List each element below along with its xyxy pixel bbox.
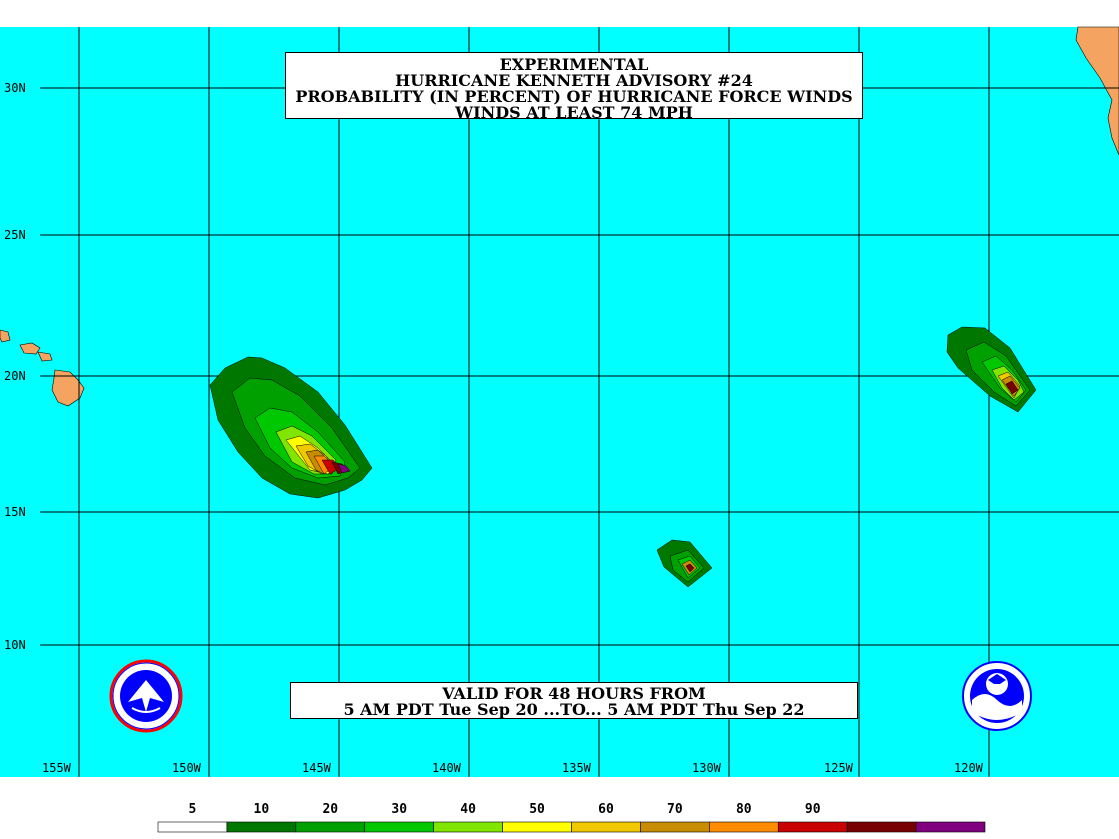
lon-label: 135W bbox=[562, 761, 592, 775]
title-line-1: EXPERIMENTAL bbox=[499, 55, 649, 74]
legend-value: 10 bbox=[253, 802, 270, 817]
valid-line-1: VALID FOR 48 HOURS FROM bbox=[442, 684, 706, 703]
legend-swatch bbox=[433, 821, 503, 833]
legend-value: 80 bbox=[735, 802, 752, 817]
valid-line-2: 5 AM PDT Tue Sep 20 ...TO... 5 AM PDT Th… bbox=[343, 700, 805, 719]
lon-label: 155W bbox=[42, 761, 72, 775]
legend-swatch bbox=[226, 821, 297, 833]
legend-swatch bbox=[571, 821, 641, 833]
legend-value: 30 bbox=[391, 802, 408, 817]
lat-label: 25N bbox=[4, 228, 26, 242]
legend-value: 70 bbox=[667, 802, 683, 817]
lat-label: 30N bbox=[4, 81, 26, 95]
lon-label: 125W bbox=[824, 761, 854, 775]
lon-label: 150W bbox=[172, 761, 202, 775]
title-line-2: HURRICANE KENNETH ADVISORY #24 bbox=[395, 71, 753, 90]
contours-central bbox=[656, 539, 713, 588]
legend-value: 5 bbox=[188, 802, 197, 817]
contours-west bbox=[209, 356, 373, 499]
noaa-logo bbox=[962, 661, 1032, 731]
legend-swatch bbox=[777, 821, 848, 833]
legend-value: 90 bbox=[804, 802, 821, 817]
title-line-3: PROBABILITY (IN PERCENT) OF HURRICANE FO… bbox=[295, 87, 853, 106]
legend-swatch bbox=[846, 821, 917, 833]
legend-colorbar bbox=[157, 821, 986, 833]
lon-label: 130W bbox=[692, 761, 722, 775]
legend-value: 50 bbox=[529, 802, 545, 817]
legend-swatch bbox=[157, 821, 228, 833]
ocean bbox=[0, 27, 1119, 777]
legend-swatch bbox=[502, 821, 572, 833]
legend-value: 40 bbox=[460, 802, 476, 817]
baja-california bbox=[1075, 26, 1119, 156]
lon-label: 140W bbox=[432, 761, 462, 775]
lat-label: 15N bbox=[4, 505, 26, 519]
nws-seal-logo bbox=[109, 659, 183, 733]
title-line-4: WINDS AT LEAST 74 MPH bbox=[455, 103, 693, 122]
legend-swatch bbox=[295, 821, 366, 833]
lat-label: 10N bbox=[4, 638, 26, 652]
hawaii-islands bbox=[0, 329, 85, 407]
legend-value: 60 bbox=[598, 802, 614, 817]
valid-period-box: VALID FOR 48 HOURS FROM 5 AM PDT Tue Sep… bbox=[290, 682, 858, 719]
lat-label: 20N bbox=[4, 369, 26, 383]
lon-label: 120W bbox=[954, 761, 984, 775]
legend-swatch bbox=[709, 821, 779, 833]
lon-label: 145W bbox=[302, 761, 332, 775]
legend-swatch bbox=[640, 821, 710, 833]
legend-swatch bbox=[915, 821, 986, 833]
legend-value: 20 bbox=[322, 802, 339, 817]
latitude-labels: 30N 25N 20N 15N 10N bbox=[4, 81, 26, 652]
title-box: EXPERIMENTAL HURRICANE KENNETH ADVISORY … bbox=[285, 52, 863, 122]
legend-swatch bbox=[364, 821, 434, 833]
longitude-labels: 155W 150W 145W 140W 135W 130W 125W 120W bbox=[42, 761, 984, 775]
contours-east bbox=[946, 326, 1037, 413]
